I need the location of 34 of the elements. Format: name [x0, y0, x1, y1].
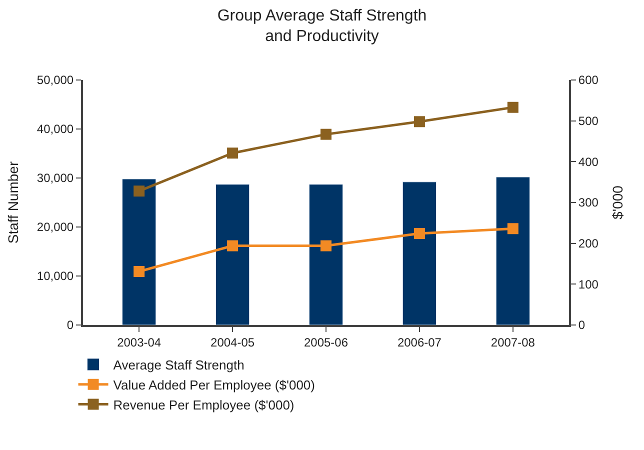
y-tick-label: 30,000 [36, 171, 74, 186]
y-tick-label: 50,000 [36, 73, 74, 88]
point [414, 116, 425, 128]
point [320, 240, 332, 252]
point [227, 148, 238, 159]
y2-tick-label: 400 [578, 154, 599, 169]
point [134, 186, 145, 197]
point [134, 266, 145, 278]
legend-label: Value Added Per Employee ($'000) [113, 377, 315, 392]
chart-title: Group Average Staff Strength and Productivity [217, 7, 427, 46]
y-axis-title: Staff Number [4, 161, 21, 244]
y-tick-label: 20,000 [36, 220, 74, 234]
point [507, 102, 518, 113]
y2-tick-label: 200 [578, 236, 599, 251]
x-tick-label: 2006-07 [397, 335, 442, 350]
y2-tick-label: 600 [578, 73, 599, 88]
point [414, 228, 425, 240]
y2-tick-label: 500 [578, 114, 599, 128]
x-tick-label: 2007-08 [490, 335, 536, 350]
y-tick-label: 0 [66, 318, 74, 332]
y-tick-label: 10,000 [36, 269, 74, 284]
point [227, 240, 238, 252]
x-tick-label: 2004-05 [210, 335, 255, 350]
y2-tick-label: 300 [578, 196, 599, 210]
y-tick-label: 40,000 [36, 122, 74, 136]
y2-axis-title: $'000 [610, 185, 626, 220]
x-tick-label: 2003-04 [117, 335, 162, 350]
point [320, 128, 332, 140]
legend-label: Revenue Per Employee ($'000) [113, 397, 294, 412]
x-tick-label: 2005-06 [304, 335, 348, 350]
legend-label: Average Staff Strength [113, 358, 244, 373]
y2-tick-label: 0 [578, 318, 586, 332]
point [507, 223, 518, 234]
y2-tick-label: 100 [578, 277, 599, 292]
